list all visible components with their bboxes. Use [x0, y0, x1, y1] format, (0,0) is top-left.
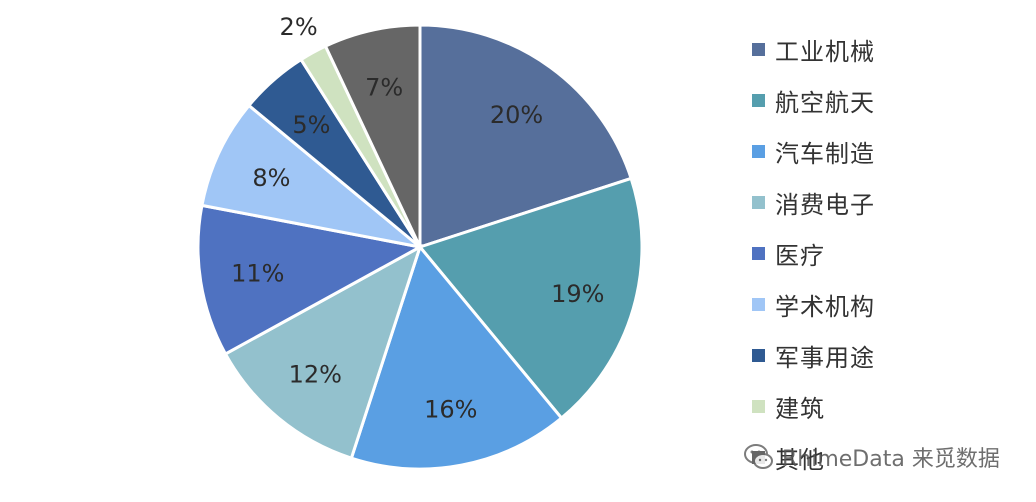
legend-item: 军事用途	[752, 330, 875, 381]
slice-value-label: 12%	[289, 361, 342, 389]
legend-item: 消费电子	[752, 177, 875, 228]
slice-value-label: 2%	[280, 13, 318, 41]
legend-swatch	[752, 247, 765, 260]
pie-slice-1	[418, 23, 634, 250]
pie-slice-2	[417, 176, 644, 421]
chart-legend: 工业机械航空航天汽车制造消费电子医疗学术机构军事用途建筑其他	[752, 24, 875, 483]
pie-slice-6	[200, 103, 421, 249]
pie-slice-4	[223, 243, 423, 461]
legend-swatch	[752, 349, 765, 362]
slice-value-label: 5%	[292, 111, 330, 139]
pie-slice-3	[349, 243, 564, 471]
legend-swatch	[752, 94, 765, 107]
legend-swatch	[752, 196, 765, 209]
legend-item: 学术机构	[752, 279, 875, 330]
watermark: RhimeData 来觅数据	[742, 440, 1000, 474]
legend-swatch	[752, 145, 765, 158]
legend-swatch	[752, 298, 765, 311]
legend-label: 其他	[775, 446, 825, 474]
slice-value-label: 8%	[252, 164, 290, 192]
slice-value-label: 11%	[231, 260, 284, 288]
legend-item: 航空航天	[752, 75, 875, 126]
slice-value-label: 19%	[551, 280, 604, 308]
legend-label: 学术机构	[775, 293, 875, 321]
pie-slice-9	[323, 23, 422, 248]
legend-swatch	[752, 400, 765, 413]
legend-item: 建筑	[752, 381, 875, 432]
legend-label: 航空航天	[775, 89, 875, 117]
watermark-text: RhimeData 来觅数据	[782, 447, 1000, 472]
legend-item: 汽车制造	[752, 126, 875, 177]
wechat-icon	[744, 444, 773, 469]
legend-label: 建筑	[775, 395, 825, 423]
legend-label: 汽车制造	[775, 140, 875, 168]
legend-label: 军事用途	[775, 344, 875, 372]
legend-label: 消费电子	[775, 191, 875, 219]
legend-label: 医疗	[775, 242, 825, 270]
legend-item: 医疗	[752, 228, 875, 279]
legend-swatch	[752, 43, 765, 56]
slice-value-label: 16%	[424, 395, 477, 423]
pie-slice-5	[196, 203, 425, 356]
legend-item: 工业机械	[752, 24, 875, 75]
slice-value-label: 20%	[490, 101, 543, 129]
slice-value-label: 7%	[365, 74, 403, 102]
legend-label: 工业机械	[775, 38, 875, 66]
